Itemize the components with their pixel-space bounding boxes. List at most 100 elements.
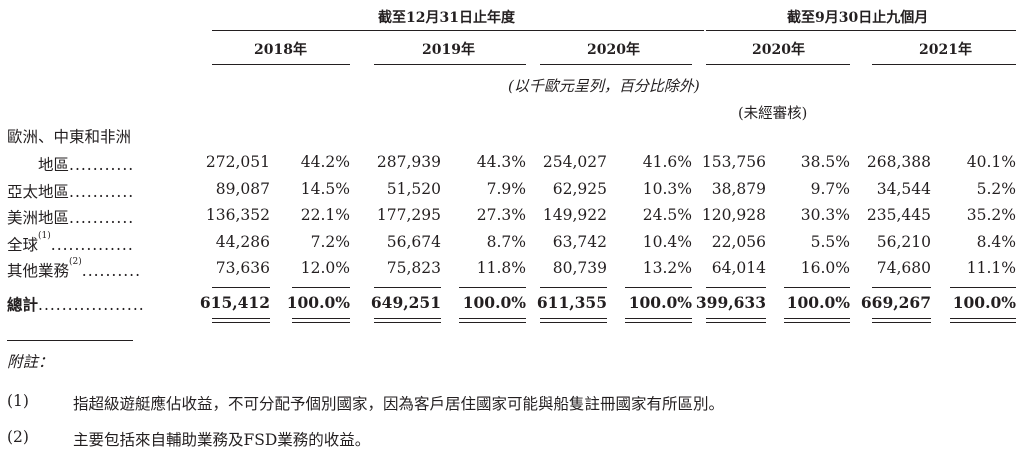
row-label-text: 全球 [7,236,39,254]
table-cell: 13.2% [642,259,692,277]
year-rule-2021-nine-months [872,64,1016,65]
total-double-rule [706,318,766,319]
leader-dots: .............. [50,236,134,254]
header-group-year-end-rule [212,30,704,31]
notes-heading: 附註： [7,353,54,371]
total-cell: 100.0% [952,293,1016,312]
note-2-number: (2) [7,428,29,446]
total-double-rule [374,322,441,323]
table-cell: 7.2% [310,233,350,251]
table-cell: 41.6% [642,153,692,171]
row-label-emea-line1: 歐洲、中東和非洲 [7,128,132,146]
unaudited-note: (未經審核) [738,106,808,122]
table-cell: 22.1% [300,206,350,224]
total-cell: 100.0% [786,293,850,312]
row-label-text: 總計 [7,295,39,314]
table-cell: 73,636 [215,259,270,277]
table-cell: 5.5% [810,233,850,251]
leader-dots: ........... [69,209,135,227]
table-cell: 9.7% [810,180,850,198]
table-cell: 11.1% [966,259,1016,277]
table-cell: 40.1% [966,153,1016,171]
total-top-rule [459,287,526,288]
table-cell: 35.2% [966,206,1016,224]
table-cell: 44.3% [476,153,526,171]
table-cell: 22,056 [711,233,766,251]
total-double-rule [540,322,607,323]
year-rule-2020 [540,64,692,65]
table-cell: 38.5% [800,153,850,171]
table-cell: 80,739 [552,259,607,277]
total-double-rule [625,318,692,319]
year-header-2018: 2018年 [254,42,307,58]
total-cell: 615,412 [199,293,270,312]
table-cell: 30.3% [800,206,850,224]
total-cell: 100.0% [462,293,526,312]
notes-separator [7,340,133,341]
unit-note: (以千歐元呈列，百分比除外) [508,77,700,95]
table-cell: 8.7% [486,233,526,251]
total-double-rule [292,322,350,323]
total-top-rule [540,287,607,288]
total-double-rule [540,318,607,319]
total-double-rule [784,322,850,323]
row-label-text: 其他業務 [7,262,70,280]
table-cell: 153,756 [701,153,766,171]
table-cell: 11.8% [476,259,526,277]
footnote-marker: (2) [69,257,82,267]
table-cell: 10.4% [642,233,692,251]
total-double-rule [292,318,350,319]
total-double-rule [872,322,931,323]
table-cell: 14.5% [300,180,350,198]
table-cell: 63,742 [552,233,607,251]
leader-dots: .................. [38,296,145,314]
year-rule-2018 [212,64,350,65]
total-cell: 100.0% [628,293,692,312]
year-header-2020-nine-months: 2020年 [752,42,805,58]
table-cell: 8.4% [976,233,1016,251]
total-top-rule [212,287,270,288]
table-cell: 268,388 [866,153,931,171]
table-cell: 272,051 [205,153,270,171]
total-double-rule [459,322,526,323]
table-cell: 56,210 [876,233,931,251]
total-double-rule [212,318,270,319]
table-cell: 64,014 [711,259,766,277]
table-cell: 287,939 [376,153,441,171]
total-double-rule [950,322,1016,323]
leader-dots: .......... [81,262,142,280]
leader-dots: ........... [69,156,135,174]
total-top-rule [950,287,1016,288]
row-label-text: 地區 [38,156,70,174]
row-label-other: 其他業務(2).......... [7,257,142,281]
table-cell: 7.9% [486,180,526,198]
table-cell: 62,925 [552,180,607,198]
total-double-rule [872,318,931,319]
row-label-text: 亞太地區 [7,183,70,201]
total-top-rule [706,287,766,288]
row-label-americas: 美洲地區........... [7,206,134,228]
total-top-rule [784,287,850,288]
total-double-rule [784,318,850,319]
total-cell: 399,633 [695,293,766,312]
table-cell: 27.3% [476,206,526,224]
total-double-rule [706,322,766,323]
table-cell: 34,544 [876,180,931,198]
table-cell: 12.0% [300,259,350,277]
total-cell: 669,267 [860,293,931,312]
row-label-total: 總計.................. [7,293,145,315]
total-double-rule [374,318,441,319]
total-double-rule [625,322,692,323]
table-cell: 75,823 [386,259,441,277]
table-cell: 136,352 [205,206,270,224]
table-cell: 44.2% [300,153,350,171]
table-cell: 177,295 [376,206,441,224]
table-cell: 254,027 [542,153,607,171]
total-double-rule [459,318,526,319]
table-cell: 120,928 [701,206,766,224]
table-cell: 24.5% [642,206,692,224]
year-header-2020: 2020年 [587,42,640,58]
table-cell: 16.0% [800,259,850,277]
leader-dots: ........... [69,183,135,201]
total-top-rule [374,287,441,288]
